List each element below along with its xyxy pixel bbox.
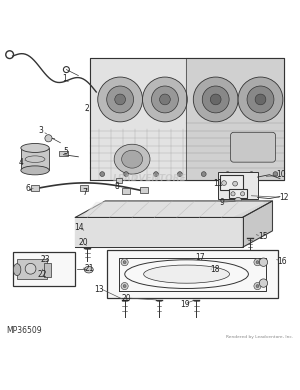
Bar (229, 189, 247, 198)
Circle shape (154, 172, 158, 177)
Circle shape (107, 86, 134, 113)
Text: 21: 21 (84, 264, 94, 273)
Bar (44, 263, 52, 277)
Circle shape (160, 94, 170, 105)
Bar (140, 187, 148, 193)
Circle shape (256, 285, 259, 287)
Polygon shape (186, 58, 284, 180)
Circle shape (259, 279, 268, 287)
Bar (59, 151, 68, 156)
Circle shape (142, 77, 187, 122)
Text: 20: 20 (122, 294, 131, 303)
Polygon shape (90, 58, 186, 180)
Circle shape (121, 282, 128, 290)
Ellipse shape (21, 166, 49, 175)
Circle shape (178, 172, 182, 177)
Text: 8: 8 (114, 181, 119, 191)
Text: 4: 4 (19, 158, 23, 167)
Circle shape (222, 181, 226, 185)
Circle shape (121, 259, 128, 266)
FancyBboxPatch shape (231, 132, 275, 162)
Text: 22: 22 (38, 269, 47, 278)
Polygon shape (75, 201, 272, 217)
Circle shape (231, 192, 235, 196)
Polygon shape (75, 217, 243, 247)
Bar (80, 184, 88, 191)
Ellipse shape (114, 144, 150, 174)
Text: 11: 11 (213, 179, 223, 188)
Text: 17: 17 (195, 253, 205, 262)
Text: 3: 3 (39, 126, 44, 135)
Circle shape (249, 172, 254, 177)
Circle shape (238, 77, 283, 122)
Text: 18: 18 (210, 264, 220, 273)
Circle shape (273, 172, 278, 177)
Ellipse shape (21, 144, 49, 152)
Text: 10: 10 (276, 170, 286, 179)
Text: 13: 13 (94, 285, 104, 294)
Text: 7: 7 (82, 188, 87, 197)
FancyBboxPatch shape (218, 172, 258, 199)
Bar (17, 259, 47, 278)
Text: 16: 16 (277, 257, 287, 266)
Circle shape (247, 86, 274, 113)
Text: 12: 12 (279, 193, 289, 202)
Circle shape (98, 77, 142, 122)
Circle shape (210, 94, 221, 105)
Circle shape (233, 181, 238, 186)
Ellipse shape (14, 264, 21, 276)
Circle shape (254, 259, 261, 266)
Circle shape (254, 282, 261, 290)
Circle shape (235, 197, 242, 205)
Circle shape (45, 135, 52, 142)
Circle shape (193, 77, 238, 122)
Bar (13, 252, 75, 286)
Circle shape (115, 94, 125, 105)
Circle shape (152, 86, 178, 113)
Bar (21, 148, 49, 170)
Polygon shape (243, 201, 272, 247)
Circle shape (241, 192, 245, 196)
Circle shape (123, 261, 126, 264)
Polygon shape (84, 202, 263, 216)
Text: 6: 6 (25, 184, 30, 193)
Circle shape (100, 172, 105, 177)
Circle shape (124, 172, 128, 177)
Text: 14: 14 (74, 223, 84, 232)
Text: 5: 5 (63, 147, 68, 156)
Ellipse shape (122, 150, 142, 168)
Bar (116, 178, 122, 183)
Bar (31, 185, 39, 191)
Text: LEADVENTORE: LEADVENTORE (113, 174, 187, 183)
Circle shape (256, 261, 259, 264)
Text: 15: 15 (258, 232, 268, 241)
Text: 1: 1 (62, 74, 67, 83)
Text: Rendered by Leadventore, Inc.: Rendered by Leadventore, Inc. (226, 335, 293, 339)
Text: 2: 2 (85, 104, 90, 113)
Ellipse shape (84, 266, 93, 273)
Circle shape (201, 172, 206, 177)
Text: 9: 9 (219, 198, 224, 207)
Ellipse shape (144, 265, 230, 283)
Circle shape (225, 172, 230, 177)
Bar (220, 175, 243, 190)
Text: 20: 20 (79, 238, 88, 247)
Text: 19: 19 (180, 300, 190, 309)
Text: 23: 23 (40, 255, 50, 264)
Circle shape (259, 258, 268, 266)
Circle shape (202, 86, 229, 113)
Circle shape (255, 94, 266, 105)
Text: MP36509: MP36509 (6, 326, 42, 335)
Circle shape (25, 263, 36, 274)
Bar (122, 188, 130, 193)
Bar (107, 250, 278, 298)
Circle shape (123, 285, 126, 287)
